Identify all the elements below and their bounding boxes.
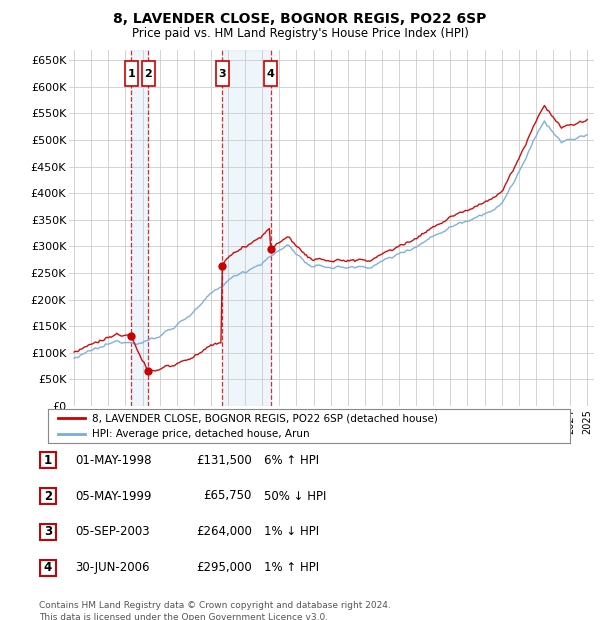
Text: 30-JUN-2006: 30-JUN-2006	[75, 562, 149, 574]
Text: 4: 4	[44, 562, 52, 574]
FancyBboxPatch shape	[142, 61, 155, 86]
Text: 1% ↓ HPI: 1% ↓ HPI	[264, 526, 319, 538]
FancyBboxPatch shape	[40, 523, 56, 540]
Text: 1: 1	[44, 454, 52, 466]
Text: 50% ↓ HPI: 50% ↓ HPI	[264, 490, 326, 502]
Text: 2: 2	[145, 69, 152, 79]
Text: £295,000: £295,000	[196, 562, 252, 574]
FancyBboxPatch shape	[40, 451, 56, 469]
Text: 8, LAVENDER CLOSE, BOGNOR REGIS, PO22 6SP: 8, LAVENDER CLOSE, BOGNOR REGIS, PO22 6S…	[113, 12, 487, 27]
FancyBboxPatch shape	[216, 61, 229, 86]
Text: £65,750: £65,750	[203, 490, 252, 502]
Text: 2: 2	[44, 490, 52, 502]
Text: 05-SEP-2003: 05-SEP-2003	[75, 526, 149, 538]
Text: 1: 1	[127, 69, 135, 79]
Text: 1% ↑ HPI: 1% ↑ HPI	[264, 562, 319, 574]
FancyBboxPatch shape	[125, 61, 137, 86]
Text: £264,000: £264,000	[196, 526, 252, 538]
Text: HPI: Average price, detached house, Arun: HPI: Average price, detached house, Arun	[92, 429, 310, 439]
Text: 01-MAY-1998: 01-MAY-1998	[75, 454, 151, 466]
Text: 4: 4	[267, 69, 275, 79]
Text: 8, LAVENDER CLOSE, BOGNOR REGIS, PO22 6SP (detached house): 8, LAVENDER CLOSE, BOGNOR REGIS, PO22 6S…	[92, 414, 438, 423]
FancyBboxPatch shape	[40, 559, 56, 577]
Bar	[223, 50, 271, 406]
Bar	[131, 50, 148, 406]
FancyBboxPatch shape	[264, 61, 277, 86]
Text: Price paid vs. HM Land Registry's House Price Index (HPI): Price paid vs. HM Land Registry's House …	[131, 27, 469, 40]
FancyBboxPatch shape	[40, 487, 56, 505]
Text: Contains HM Land Registry data © Crown copyright and database right 2024.
This d: Contains HM Land Registry data © Crown c…	[39, 601, 391, 620]
Text: 3: 3	[44, 526, 52, 538]
Text: £131,500: £131,500	[196, 454, 252, 466]
Text: 3: 3	[218, 69, 226, 79]
Text: 6% ↑ HPI: 6% ↑ HPI	[264, 454, 319, 466]
Text: 05-MAY-1999: 05-MAY-1999	[75, 490, 151, 502]
